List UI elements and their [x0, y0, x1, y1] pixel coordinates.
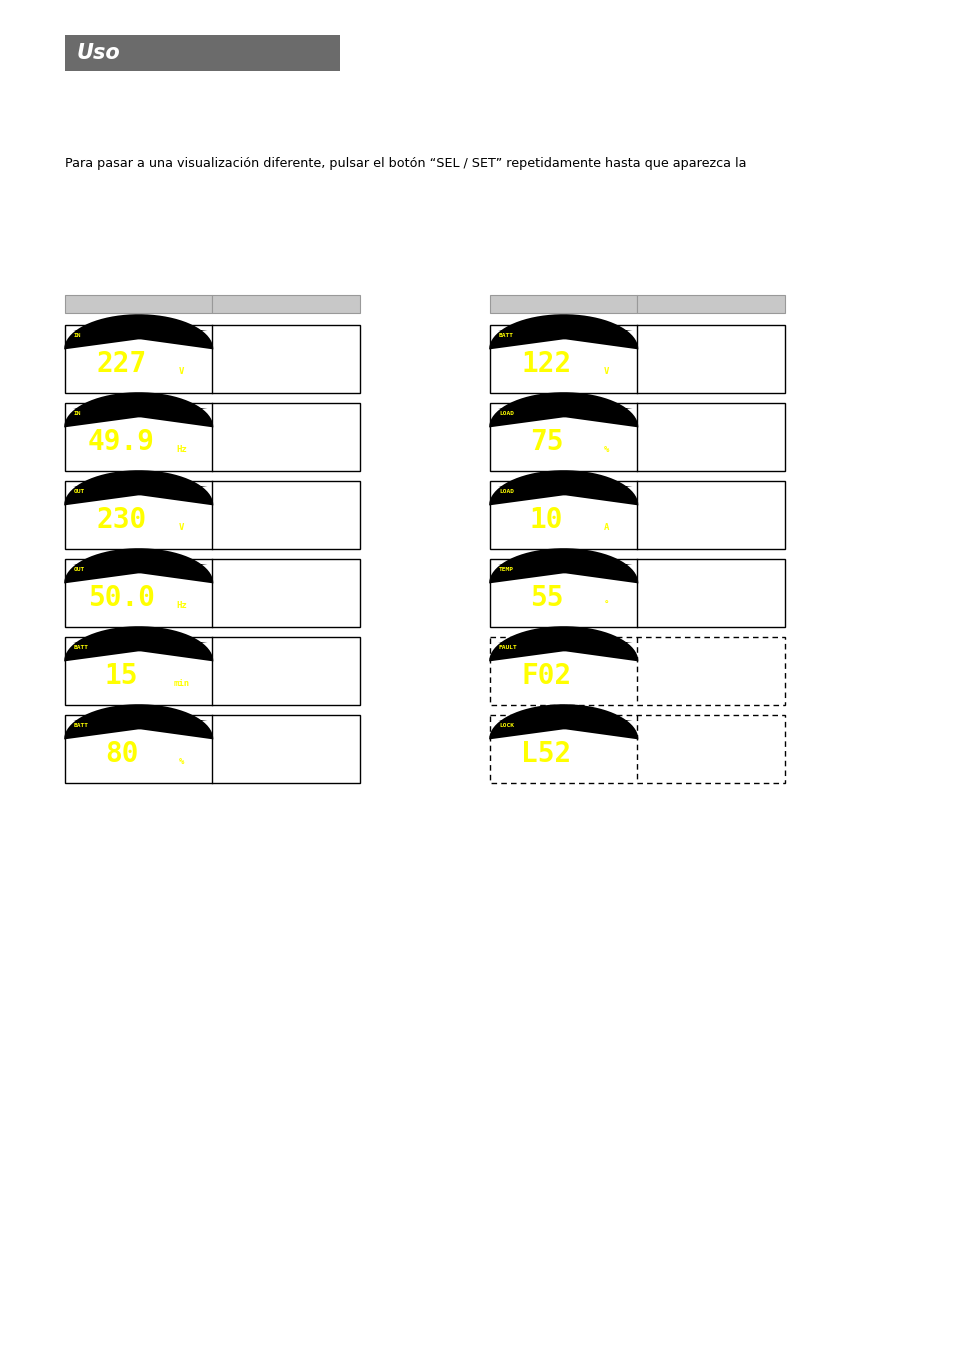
Bar	[490, 325, 784, 393]
Bar	[65, 716, 359, 783]
Text: Para pasar a una visualización diferente, pulsar el botón “SEL / SET” repetidame: Para pasar a una visualización diferente…	[65, 157, 745, 170]
PathPatch shape	[64, 470, 213, 505]
Text: V: V	[179, 524, 184, 532]
Text: Hz: Hz	[176, 446, 187, 455]
Text: min: min	[173, 679, 190, 688]
Bar	[213, 296, 359, 313]
Bar	[65, 481, 359, 549]
Text: V: V	[179, 367, 184, 377]
Text: 80: 80	[105, 740, 138, 768]
Text: 55: 55	[529, 585, 562, 612]
Text: IN: IN	[74, 410, 81, 416]
Text: LOAD: LOAD	[498, 410, 514, 416]
PathPatch shape	[64, 315, 213, 350]
PathPatch shape	[489, 470, 638, 505]
Text: 50.0: 50.0	[88, 585, 155, 612]
Bar	[490, 481, 784, 549]
PathPatch shape	[64, 548, 213, 583]
Bar	[65, 35, 339, 72]
Text: 227: 227	[96, 350, 147, 378]
Text: BATT: BATT	[498, 333, 514, 338]
Text: LOCK: LOCK	[498, 724, 514, 728]
Text: F02: F02	[521, 662, 571, 690]
Text: 49.9: 49.9	[88, 428, 155, 456]
Text: BATT: BATT	[74, 645, 89, 649]
Bar	[637, 296, 784, 313]
Text: BATT: BATT	[74, 724, 89, 728]
Bar	[490, 559, 784, 626]
Bar	[490, 296, 637, 313]
PathPatch shape	[489, 548, 638, 583]
PathPatch shape	[64, 393, 213, 428]
Text: TEMP: TEMP	[498, 567, 514, 572]
Text: A: A	[603, 524, 609, 532]
Text: V: V	[603, 367, 609, 377]
Text: FAULT: FAULT	[498, 645, 517, 649]
Bar	[490, 716, 784, 783]
PathPatch shape	[489, 626, 638, 661]
Bar	[65, 404, 359, 471]
Bar	[65, 559, 359, 626]
PathPatch shape	[64, 626, 213, 661]
Text: Uso: Uso	[77, 43, 121, 63]
Text: Hz: Hz	[176, 601, 187, 610]
Text: OUT: OUT	[74, 489, 85, 494]
PathPatch shape	[489, 315, 638, 350]
Text: %: %	[603, 446, 609, 455]
PathPatch shape	[64, 705, 213, 740]
Text: 75: 75	[529, 428, 562, 456]
Bar	[490, 637, 784, 705]
PathPatch shape	[489, 393, 638, 428]
Text: IN: IN	[74, 333, 81, 338]
PathPatch shape	[489, 705, 638, 740]
Text: 122: 122	[521, 350, 571, 378]
Text: LOAD: LOAD	[498, 489, 514, 494]
Text: 10: 10	[529, 506, 562, 535]
Bar	[490, 404, 784, 471]
Text: 230: 230	[96, 506, 147, 535]
Bar	[65, 637, 359, 705]
Bar	[65, 325, 359, 393]
Text: OUT: OUT	[74, 567, 85, 572]
Text: %: %	[179, 757, 184, 767]
Text: °: °	[603, 601, 609, 610]
Text: L52: L52	[521, 740, 571, 768]
Bar	[65, 296, 213, 313]
Text: 15: 15	[105, 662, 138, 690]
